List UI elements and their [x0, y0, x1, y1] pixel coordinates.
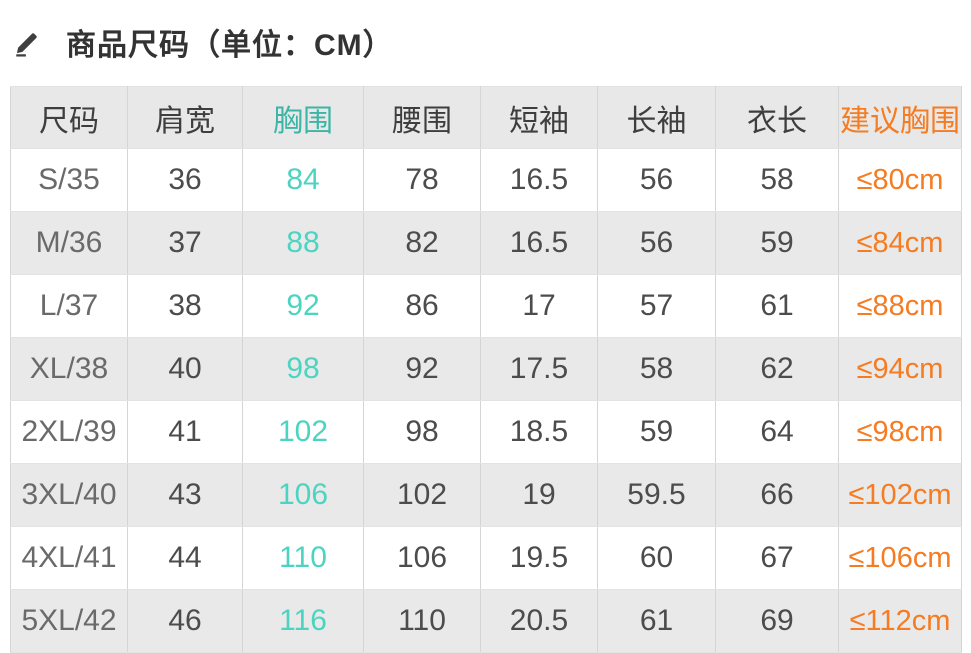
bust-cell: 84	[242, 148, 364, 212]
shoulder-cell: 41	[127, 400, 243, 464]
length-cell: 61	[715, 274, 839, 338]
column-header-size: 尺码	[10, 86, 128, 149]
size-row-S/35: S/35 36 84 78 16.5 56 58 ≤80cm	[10, 148, 962, 212]
long-sleeve-cell: 59	[597, 400, 716, 464]
waist-cell: 92	[363, 337, 481, 401]
bust-cell: 98	[242, 337, 364, 401]
bust-cell: 116	[242, 589, 364, 653]
size-table-header-row: 尺码 肩宽 胸围 腰围 短袖 长袖 衣长 建议胸围	[10, 86, 962, 149]
size-row-2XL/39: 2XL/39 41 102 98 18.5 59 64 ≤98cm	[10, 400, 962, 464]
pencil-edit-icon	[12, 26, 44, 58]
length-cell: 66	[715, 463, 839, 527]
suggested-bust-cell: ≤80cm	[838, 148, 962, 212]
long-sleeve-cell: 58	[597, 337, 716, 401]
waist-cell: 82	[363, 211, 481, 275]
waist-cell: 110	[363, 589, 481, 653]
short-sleeve-cell: 16.5	[480, 211, 598, 275]
shoulder-cell: 36	[127, 148, 243, 212]
column-header-bust: 胸围	[242, 86, 364, 149]
suggested-bust-cell: ≤102cm	[838, 463, 962, 527]
suggested-bust-cell: ≤88cm	[838, 274, 962, 338]
size-table-body: S/35 36 84 78 16.5 56 58 ≤80cm M/36 37 88 82 16.5 56 5…	[10, 148, 962, 653]
long-sleeve-cell: 60	[597, 526, 716, 590]
shoulder-cell: 40	[127, 337, 243, 401]
waist-cell: 86	[363, 274, 481, 338]
length-cell: 59	[715, 211, 839, 275]
short-sleeve-cell: 19	[480, 463, 598, 527]
size-cell: XL/38	[10, 337, 128, 401]
length-cell: 67	[715, 526, 839, 590]
column-header-short-sleeve: 短袖	[480, 86, 598, 149]
shoulder-cell: 38	[127, 274, 243, 338]
short-sleeve-cell: 16.5	[480, 148, 598, 212]
column-header-suggested-bust: 建议胸围	[838, 86, 962, 149]
length-cell: 69	[715, 589, 839, 653]
size-cell: 3XL/40	[10, 463, 128, 527]
long-sleeve-cell: 61	[597, 589, 716, 653]
size-row-M/36: M/36 37 88 82 16.5 56 59 ≤84cm	[10, 211, 962, 275]
size-cell: 2XL/39	[10, 400, 128, 464]
bust-cell: 92	[242, 274, 364, 338]
short-sleeve-cell: 20.5	[480, 589, 598, 653]
bust-cell: 102	[242, 400, 364, 464]
size-cell: S/35	[10, 148, 128, 212]
size-cell: 5XL/42	[10, 589, 128, 653]
size-cell: L/37	[10, 274, 128, 338]
size-row-XL/38: XL/38 40 98 92 17.5 58 62 ≤94cm	[10, 337, 962, 401]
waist-cell: 102	[363, 463, 481, 527]
suggested-bust-cell: ≤94cm	[838, 337, 962, 401]
size-cell: M/36	[10, 211, 128, 275]
shoulder-cell: 44	[127, 526, 243, 590]
long-sleeve-cell: 59.5	[597, 463, 716, 527]
length-cell: 62	[715, 337, 839, 401]
waist-cell: 106	[363, 526, 481, 590]
suggested-bust-cell: ≤112cm	[838, 589, 962, 653]
bust-cell: 88	[242, 211, 364, 275]
suggested-bust-cell: ≤106cm	[838, 526, 962, 590]
long-sleeve-cell: 56	[597, 211, 716, 275]
shoulder-cell: 46	[127, 589, 243, 653]
shoulder-cell: 37	[127, 211, 243, 275]
length-cell: 64	[715, 400, 839, 464]
page-title: 商品尺码（单位：CM）	[66, 29, 394, 62]
short-sleeve-cell: 19.5	[480, 526, 598, 590]
short-sleeve-cell: 18.5	[480, 400, 598, 464]
long-sleeve-cell: 57	[597, 274, 716, 338]
column-header-long-sleeve: 长袖	[597, 86, 716, 149]
size-cell: 4XL/41	[10, 526, 128, 590]
size-row-4XL/41: 4XL/41 44 110 106 19.5 60 67 ≤106cm	[10, 526, 962, 590]
shoulder-cell: 43	[127, 463, 243, 527]
bust-cell: 110	[242, 526, 364, 590]
size-row-L/37: L/37 38 92 86 17 57 61 ≤88cm	[10, 274, 962, 338]
suggested-bust-cell: ≤98cm	[838, 400, 962, 464]
column-header-waist: 腰围	[363, 86, 481, 149]
long-sleeve-cell: 56	[597, 148, 716, 212]
column-header-length: 衣长	[715, 86, 839, 149]
size-table: 尺码 肩宽 胸围 腰围 短袖 长袖 衣长 建议胸围 S/35 36 84 78 16.5 56 58 ≤80…	[10, 86, 962, 653]
section-title-row: 商品尺码（单位：CM）	[0, 0, 971, 66]
short-sleeve-cell: 17	[480, 274, 598, 338]
short-sleeve-cell: 17.5	[480, 337, 598, 401]
size-row-5XL/42: 5XL/42 46 116 110 20.5 61 69 ≤112cm	[10, 589, 962, 653]
size-row-3XL/40: 3XL/40 43 106 102 19 59.5 66 ≤102cm	[10, 463, 962, 527]
column-header-shoulder: 肩宽	[127, 86, 243, 149]
waist-cell: 78	[363, 148, 481, 212]
waist-cell: 98	[363, 400, 481, 464]
bust-cell: 106	[242, 463, 364, 527]
length-cell: 58	[715, 148, 839, 212]
suggested-bust-cell: ≤84cm	[838, 211, 962, 275]
